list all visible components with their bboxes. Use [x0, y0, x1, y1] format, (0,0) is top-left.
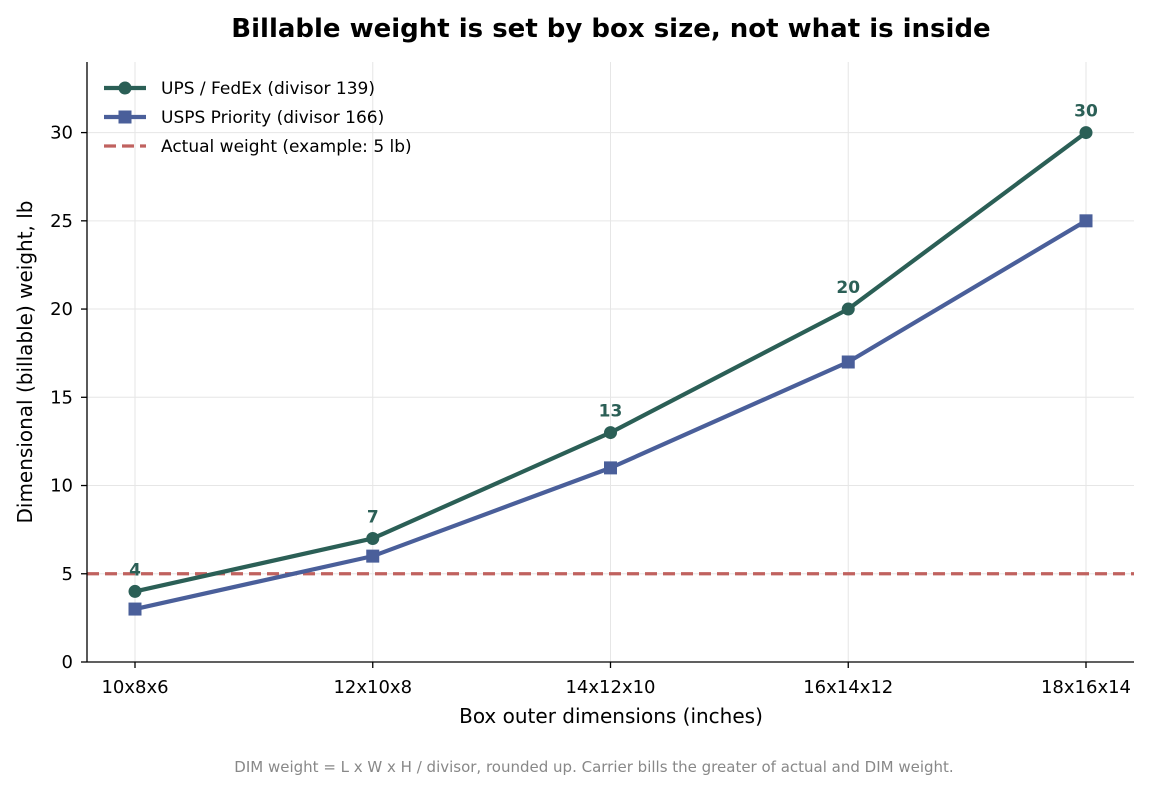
- x-axis-label: Box outer dimensions (inches): [459, 704, 763, 728]
- y-tick-label: 15: [50, 387, 73, 408]
- data-point: [604, 461, 617, 475]
- y-axis-label: Dimensional (billable) weight, lb: [13, 200, 37, 523]
- x-tick-label: 14x12x10: [565, 677, 655, 698]
- legend-marker: [118, 110, 132, 124]
- data-point: [604, 426, 617, 440]
- legend-entry-label: Actual weight (example: 5 lb): [161, 137, 412, 157]
- x-tick-label: 10x8x6: [101, 677, 168, 698]
- data-point: [128, 602, 142, 616]
- footnote: DIM weight = L x W x H / divisor, rounde…: [234, 758, 953, 776]
- data-label: 7: [367, 507, 379, 527]
- data-point: [366, 549, 380, 563]
- y-tick-label: 20: [50, 299, 73, 320]
- grid-layer: [87, 62, 1134, 662]
- chart-title: Billable weight is set by box size, not …: [231, 14, 990, 44]
- data-label: 20: [836, 278, 860, 298]
- data-point: [841, 302, 855, 316]
- x-tick-label: 18x16x14: [1041, 677, 1131, 698]
- data-point: [1079, 126, 1093, 140]
- data-label: 30: [1074, 102, 1098, 122]
- data-label-layer: 4 7 13 20 30: [129, 102, 1098, 581]
- series-layer: [128, 126, 1093, 616]
- data-point: [128, 584, 142, 598]
- legend-marker: [118, 81, 132, 95]
- legend-entry-label: UPS / FedEx (divisor 139): [161, 79, 375, 99]
- y-tick-label: 25: [50, 211, 73, 232]
- legend: UPS / FedEx (divisor 139) USPS Priority (…: [104, 79, 412, 157]
- data-label: 4: [129, 560, 141, 580]
- y-tick-label: 10: [50, 476, 73, 497]
- data-point: [1079, 214, 1093, 228]
- legend-entry-label: USPS Priority (divisor 166): [161, 108, 384, 128]
- data-point: [366, 531, 380, 545]
- y-tick-label: 5: [62, 564, 73, 585]
- y-tick-label: 30: [50, 123, 73, 144]
- data-label: 13: [599, 402, 623, 422]
- y-tick-label: 0: [62, 652, 73, 673]
- axis-layer: 0 5 10 15 20 25 30 10x8x6 12x10x8 14x12x10 16x14x1…: [50, 62, 1134, 698]
- x-tick-label: 16x14x12: [803, 677, 893, 698]
- x-tick-label: 12x10x8: [333, 677, 412, 698]
- data-point: [841, 355, 855, 369]
